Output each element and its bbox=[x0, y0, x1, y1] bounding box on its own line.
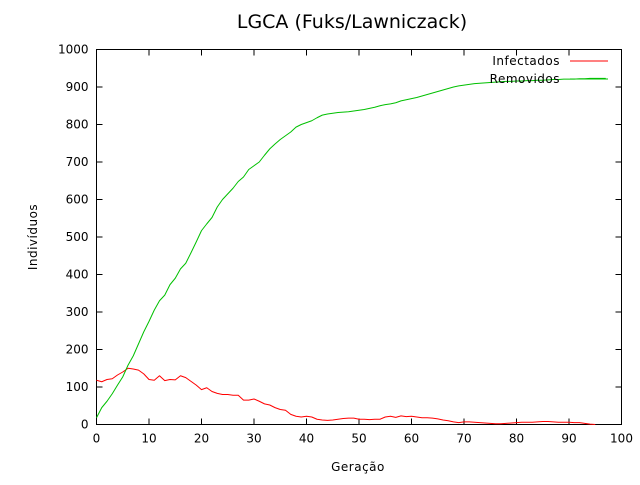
chart-title: LGCA (Fuks/Lawniczack) bbox=[237, 11, 467, 33]
x-tick-label: 10 bbox=[141, 432, 156, 446]
x-tick-label: 70 bbox=[456, 432, 471, 446]
y-tick-label: 200 bbox=[66, 343, 89, 357]
series-layer bbox=[96, 77, 606, 425]
series-line-0 bbox=[96, 367, 596, 425]
x-tick-label: 80 bbox=[509, 432, 524, 446]
y-tick-label: 400 bbox=[66, 268, 89, 282]
y-tick-label: 300 bbox=[66, 305, 89, 319]
legend: Infectados Removidos bbox=[490, 54, 608, 86]
series-line-1 bbox=[96, 77, 606, 418]
y-tick-label: 1000 bbox=[58, 43, 89, 57]
y-tick-label: 800 bbox=[66, 118, 89, 132]
y-tick-label: 700 bbox=[66, 155, 89, 169]
x-tick-label: 60 bbox=[404, 432, 419, 446]
x-tick-label: 20 bbox=[194, 432, 209, 446]
y-axis: 0 100 200 300 400 500 600 700 800 900 1000 bbox=[58, 43, 622, 432]
y-tick-label: 600 bbox=[66, 193, 89, 207]
x-axis: 0 10 20 30 40 50 60 70 80 90 100 bbox=[93, 49, 633, 446]
legend-label-0: Infectados bbox=[492, 54, 560, 68]
legend-label-1: Removidos bbox=[490, 72, 560, 86]
y-tick-label: 900 bbox=[66, 80, 89, 94]
x-tick-label: 50 bbox=[351, 432, 366, 446]
y-axis-label: Indivíduos bbox=[26, 204, 40, 270]
x-tick-label: 0 bbox=[93, 432, 101, 446]
plot-frame bbox=[96, 49, 622, 425]
y-tick-label: 500 bbox=[66, 230, 89, 244]
x-tick-label: 40 bbox=[299, 432, 314, 446]
x-tick-label: 90 bbox=[561, 432, 576, 446]
y-tick-label: 0 bbox=[81, 418, 89, 432]
y-tick-label: 100 bbox=[66, 380, 89, 394]
x-tick-label: 100 bbox=[610, 432, 633, 446]
x-axis-label: Geração bbox=[331, 460, 385, 474]
x-tick-label: 30 bbox=[246, 432, 261, 446]
